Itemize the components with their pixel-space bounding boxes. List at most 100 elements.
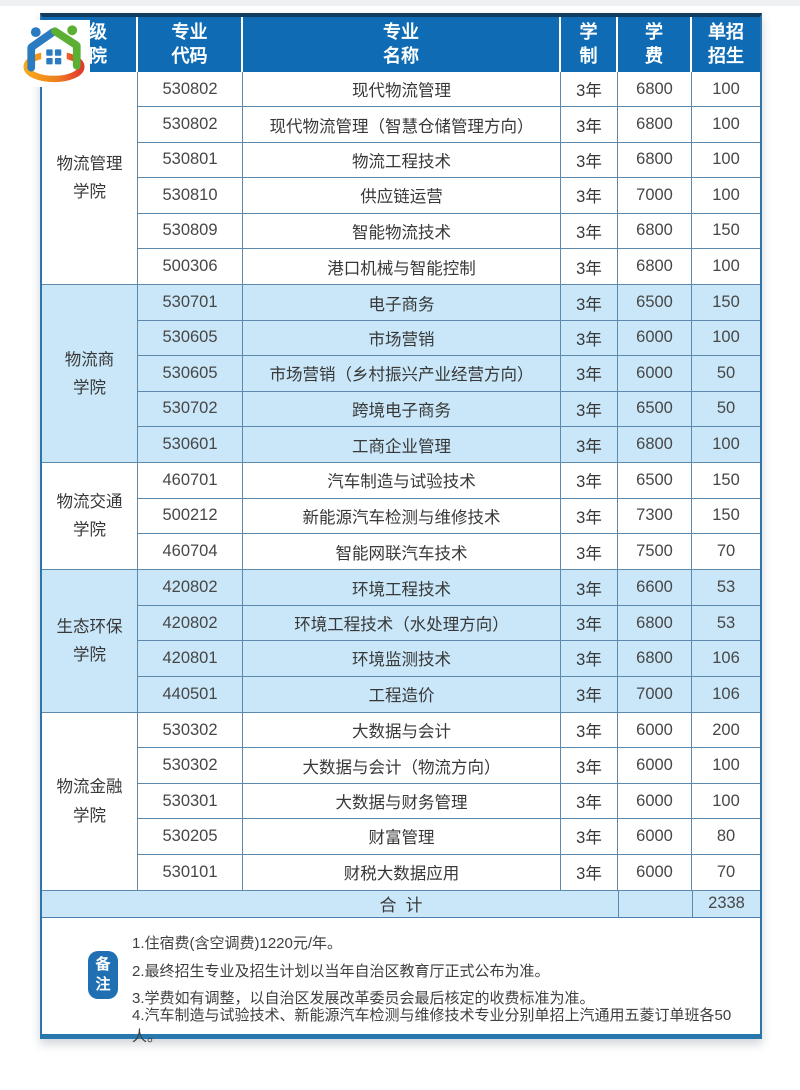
cell-quota: 100	[712, 150, 740, 169]
cell-major-name: 大数据与会计（物流方向）	[243, 748, 561, 783]
cell-quota: 106	[712, 684, 740, 703]
cell-major-code: 530802	[138, 72, 243, 107]
cell-quota: 200	[712, 720, 740, 739]
cell-major-name: 市场营销（乡村振兴产业经营方向）	[243, 356, 561, 391]
cell-major-code: 530702	[138, 391, 243, 426]
header-major-code: 专业 代码	[138, 17, 243, 72]
cell-major-name: 财税大数据应用	[243, 854, 561, 890]
cell-major-code: 420802	[138, 570, 243, 605]
cell-quota: 53	[716, 613, 736, 632]
note-item: 2.最终招生专业及招生计划以当年自治区教育厅正式公布为准。	[132, 962, 550, 980]
cell-duration: 3年	[561, 570, 618, 605]
cell-tuition: 6800	[618, 641, 692, 676]
table-body: 物流管理 学院 530802 现代物流管理 3年 6800 100 530802 现代物流管理…	[42, 72, 760, 891]
cell-major-code: 420802	[138, 605, 243, 641]
college-group: 物流交通 学院 460701 汽车制造与试验技术 3年 6500 150 500212 新能源…	[42, 463, 760, 571]
table-row: 460704 智能网联汽车技术 3年 7500 70	[138, 534, 760, 570]
cell-duration: 3年	[561, 248, 618, 285]
cell-major-code: 530601	[138, 426, 243, 463]
cell-major-name: 港口机械与智能控制	[243, 248, 561, 285]
total-fee-cell	[618, 890, 692, 917]
cell-major-name: 大数据与会计	[243, 713, 561, 748]
cell-quota: 150	[712, 293, 740, 312]
cell-major-name: 汽车制造与试验技术	[243, 463, 561, 498]
cell-tuition: 7500	[618, 534, 692, 570]
cell-quota: 80	[716, 826, 736, 845]
cell-quota: 100	[712, 115, 740, 134]
cell-major-code: 500212	[138, 498, 243, 534]
cell-quota: 150	[712, 506, 740, 525]
cell-major-code: 530301	[138, 783, 243, 819]
college-group: 物流管理 学院 530802 现代物流管理 3年 6800 100 530802 现代物流管理…	[42, 72, 760, 286]
cell-major-name: 大数据与财务管理	[243, 783, 561, 819]
cell-quota: 150	[712, 221, 740, 240]
cell-tuition: 6800	[618, 605, 692, 641]
people-house-logo-icon	[23, 25, 85, 83]
cell-duration: 3年	[561, 213, 618, 248]
cell-quota: 50	[716, 399, 736, 418]
college-name: 物流商 学院	[42, 285, 138, 463]
note-item: 3.学费如有调整，以自治区发展改革委员会最后核定的收费标准为准。	[132, 990, 595, 1008]
cell-tuition: 6000	[618, 713, 692, 748]
cell-quota: 50	[716, 363, 736, 382]
cell-tuition: 6000	[618, 356, 692, 391]
notes-badge: 备 注	[88, 950, 118, 999]
cell-major-code: 530205	[138, 819, 243, 854]
cell-major-name: 供应链运营	[243, 178, 561, 213]
cell-quota: 53	[716, 578, 736, 597]
cell-duration: 3年	[561, 285, 618, 320]
cell-major-code: 530605	[138, 356, 243, 391]
cell-quota: 106	[712, 648, 740, 667]
cell-major-name: 工商企业管理	[243, 426, 561, 463]
cell-major-code: 500306	[138, 248, 243, 285]
note-item: 1.住宿费(含空调费)1220元/年。	[132, 935, 343, 953]
cell-quota: 100	[712, 79, 740, 98]
notes-list: 1.住宿费(含空调费)1220元/年。 2.最终招生专业及招生计划以当年自治区教…	[132, 929, 750, 1045]
header-major-name: 专业 名称	[243, 17, 561, 72]
table-row: 460701 汽车制造与试验技术 3年 6500 150	[138, 463, 760, 499]
total-row: 2338 合计	[42, 890, 760, 918]
cell-duration: 3年	[561, 641, 618, 676]
cell-quota: 150	[712, 470, 740, 489]
table-row: 530810 供应链运营 3年 7000 100	[138, 178, 760, 214]
cell-duration: 3年	[561, 676, 618, 713]
college-group: 生态环保 学院 420802 环境工程技术 3年 6600 53 420802 环境工程技术（…	[42, 570, 760, 714]
table-row: 420802 环境工程技术 3年 6600 53	[138, 570, 760, 606]
cell-major-code: 420801	[138, 641, 243, 676]
cell-tuition: 6800	[618, 107, 692, 142]
cell-duration: 3年	[561, 463, 618, 498]
cell-duration: 3年	[561, 72, 618, 107]
table-row: 530802 现代物流管理（智慧仓储管理方向） 3年 6800 100	[138, 107, 760, 143]
total-merged-cell	[42, 891, 618, 917]
cell-major-code: 530101	[138, 854, 243, 890]
table-row: 420801 环境监测技术 3年 6800 106	[138, 641, 760, 677]
header-duration: 学 制	[561, 17, 618, 72]
cell-tuition: 6600	[618, 570, 692, 605]
cell-duration: 3年	[561, 391, 618, 426]
cell-tuition: 6000	[618, 320, 692, 356]
table-row: 530302 大数据与会计（物流方向） 3年 6000 100	[138, 748, 760, 784]
cell-tuition: 6500	[618, 391, 692, 426]
cell-duration: 3年	[561, 107, 618, 142]
notes-section: 备 注 1.住宿费(含空调费)1220元/年。 2.最终招生专业及招生计划以当年…	[42, 917, 760, 1045]
cell-tuition: 6800	[618, 248, 692, 285]
college-name: 物流交通 学院	[42, 463, 138, 570]
cell-quota: 100	[712, 185, 740, 204]
cell-duration: 3年	[561, 534, 618, 570]
table-row: 530701 电子商务 3年 6500 150	[138, 285, 760, 321]
cell-tuition: 6800	[618, 426, 692, 463]
cell-duration: 3年	[561, 819, 618, 854]
college-group: 物流金融 学院 530302 大数据与会计 3年 6000 200 530302 大数据与会计…	[42, 713, 760, 891]
cell-major-name: 新能源汽车检测与维修技术	[243, 498, 561, 534]
cell-duration: 3年	[561, 320, 618, 356]
cell-major-name: 跨境电子商务	[243, 391, 561, 426]
college-name: 物流管理 学院	[42, 72, 138, 285]
cell-major-code: 460704	[138, 534, 243, 570]
cell-major-name: 智能网联汽车技术	[243, 534, 561, 570]
cell-major-name: 物流工程技术	[243, 142, 561, 178]
cell-quota: 70	[716, 862, 736, 881]
school-logo	[18, 20, 90, 87]
cell-major-code: 530302	[138, 748, 243, 783]
cell-duration: 3年	[561, 605, 618, 641]
cell-major-name: 环境工程技术（水处理方向）	[243, 605, 561, 641]
